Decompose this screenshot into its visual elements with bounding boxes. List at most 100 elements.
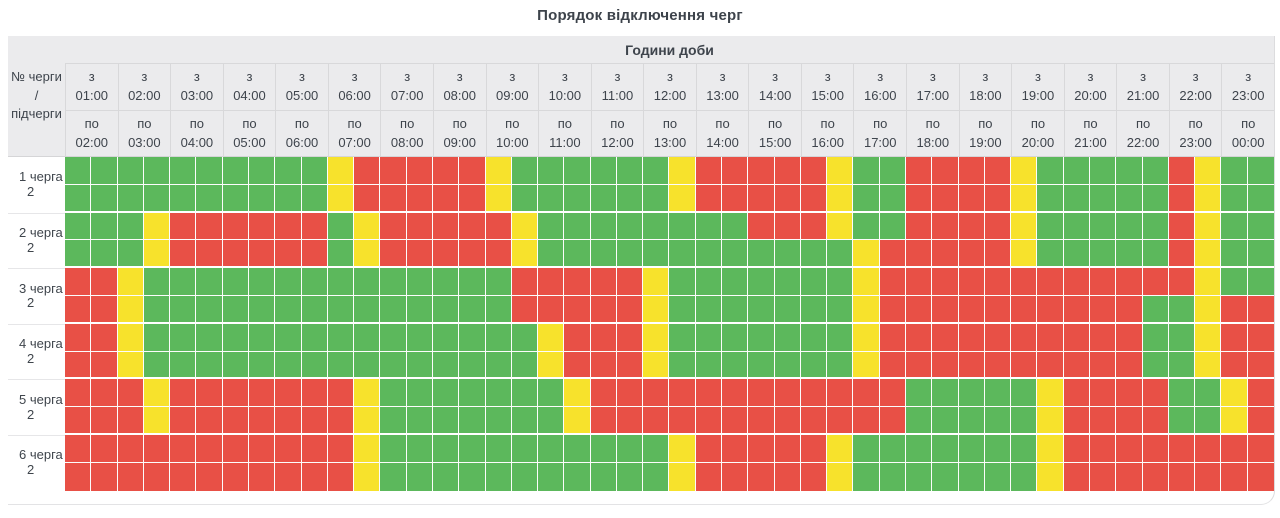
schedule-cell [695,295,723,324]
schedule-cell [65,379,92,408]
schedule-cell [143,462,171,491]
schedule-cell [511,184,539,213]
schedule-cell [1063,184,1091,213]
schedule-cell [1247,295,1274,324]
schedule-cell [748,407,775,435]
schedule-cell [827,268,854,296]
schedule-cell [301,462,328,491]
schedule-cell [774,240,801,269]
schedule-cell [853,434,880,463]
schedule-cell [590,212,617,241]
schedule-cell [143,434,171,463]
schedule-cell [853,295,880,324]
schedule-cell [301,268,328,296]
schedule-cell [380,462,407,491]
schedule-cell [354,295,381,324]
hour-column-header-to: по 07:00 [327,110,381,156]
schedule-cell [538,240,565,269]
schedule-cell [643,323,670,352]
schedule-cell [248,212,276,241]
schedule-cell [248,240,276,269]
schedule-cell [722,351,749,380]
schedule-cell [590,323,617,352]
schedule-cell [669,323,696,352]
schedule-cell [1116,462,1143,491]
schedule-cell [958,351,985,380]
schedule-cell [564,157,591,185]
schedule-cell [669,379,696,408]
schedule-cell [590,157,617,185]
schedule-cell [616,212,644,241]
schedule-cell [248,157,276,185]
schedule-cell [538,462,565,491]
schedule-cell [1011,212,1038,241]
schedule-cell [1221,434,1248,463]
schedule-cell [170,295,197,324]
hour-column-header-to: по 06:00 [275,110,328,156]
schedule-cell [511,434,539,463]
schedule-cell [1247,323,1274,352]
schedule-cell [1168,268,1196,296]
schedule-cell [1063,240,1091,269]
schedule-cell [196,184,223,213]
schedule-cell [564,323,591,352]
schedule-cell [170,323,197,352]
schedule-cell [722,434,749,463]
hour-column-header-from: з 08:00 [432,64,486,110]
schedule-cell [800,268,828,296]
schedule-cell [432,184,460,213]
schedule-cell [1090,323,1117,352]
schedule-cell [511,407,539,435]
schedule-cell [853,212,880,241]
schedule-cell [1037,240,1064,269]
schedule-cell [170,212,197,241]
schedule-cell [1221,379,1248,408]
hour-column-header-to: по 22:00 [1116,110,1169,156]
schedule-cell [354,434,381,463]
schedule-cell [538,434,565,463]
schedule-cell [1247,462,1274,491]
schedule-cell [616,268,644,296]
schedule-cell [406,351,433,380]
schedule-cell [91,157,118,185]
schedule-cell [117,351,144,380]
schedule-cell [958,240,985,269]
schedule-cell [354,157,381,185]
schedule-cell [1037,295,1064,324]
schedule-cell [117,462,144,491]
schedule-cell [643,407,670,435]
schedule-cell [669,212,696,241]
schedule-cell [1168,407,1196,435]
schedule-cell [432,212,460,241]
schedule-cell [1142,212,1169,241]
schedule-cell [354,268,381,296]
schedule-cell [248,295,276,324]
hour-column-header-from: з 18:00 [958,64,1012,110]
schedule-cell [1063,351,1091,380]
schedule-cell [984,323,1012,352]
corner-line-3: підчерги [11,106,62,122]
schedule-cell [879,240,907,269]
schedule-cell [327,379,355,408]
schedule-cell [879,184,907,213]
schedule-cell [774,434,801,463]
schedule-cell [327,240,355,269]
schedule-cell [1116,407,1143,435]
hour-column-header-to: по 04:00 [170,110,223,156]
schedule-cell [1116,295,1143,324]
schedule-cell [143,268,171,296]
schedule-cell [722,462,749,491]
schedule-cell [1063,268,1091,296]
schedule-cell [643,462,670,491]
schedule-cell [1090,462,1117,491]
schedule-cell [906,268,933,296]
schedule-cell [984,240,1012,269]
schedule-cell [1168,295,1196,324]
schedule-cell [1090,184,1117,213]
schedule-cell [380,434,407,463]
schedule-cell [643,240,670,269]
schedule-cell [196,268,223,296]
schedule-cell [248,407,276,435]
schedule-cell [1247,379,1274,408]
schedule-cell [1195,212,1222,241]
